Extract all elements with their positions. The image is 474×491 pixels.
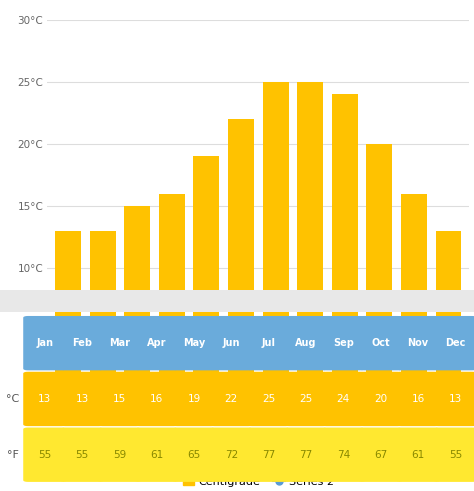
FancyBboxPatch shape bbox=[98, 372, 141, 426]
Text: 61: 61 bbox=[411, 450, 425, 460]
Bar bbox=[159, 194, 185, 393]
Text: 19: 19 bbox=[187, 394, 201, 404]
FancyBboxPatch shape bbox=[359, 316, 402, 370]
FancyBboxPatch shape bbox=[135, 372, 178, 426]
Text: 59: 59 bbox=[113, 450, 126, 460]
FancyBboxPatch shape bbox=[173, 428, 216, 482]
FancyBboxPatch shape bbox=[61, 372, 104, 426]
FancyBboxPatch shape bbox=[322, 316, 365, 370]
Bar bbox=[436, 231, 462, 393]
FancyBboxPatch shape bbox=[322, 372, 365, 426]
Text: 55: 55 bbox=[75, 450, 89, 460]
Text: 77: 77 bbox=[300, 450, 313, 460]
FancyBboxPatch shape bbox=[434, 428, 474, 482]
FancyBboxPatch shape bbox=[434, 372, 474, 426]
Text: 74: 74 bbox=[337, 450, 350, 460]
FancyBboxPatch shape bbox=[359, 372, 402, 426]
Text: 61: 61 bbox=[150, 450, 164, 460]
Text: 20: 20 bbox=[374, 394, 387, 404]
Bar bbox=[297, 82, 323, 393]
Text: Jan: Jan bbox=[36, 338, 53, 348]
FancyBboxPatch shape bbox=[434, 316, 474, 370]
Text: 15: 15 bbox=[113, 394, 126, 404]
Text: °F: °F bbox=[7, 450, 19, 460]
Bar bbox=[401, 194, 427, 393]
Text: Sep: Sep bbox=[333, 338, 354, 348]
FancyBboxPatch shape bbox=[284, 428, 328, 482]
Bar bbox=[263, 82, 289, 393]
Text: 25: 25 bbox=[262, 394, 275, 404]
Text: Apr: Apr bbox=[147, 338, 166, 348]
Text: Mar: Mar bbox=[109, 338, 130, 348]
FancyBboxPatch shape bbox=[322, 428, 365, 482]
Text: 16: 16 bbox=[411, 394, 425, 404]
FancyBboxPatch shape bbox=[247, 428, 290, 482]
Text: Nov: Nov bbox=[408, 338, 428, 348]
Bar bbox=[332, 94, 358, 393]
FancyBboxPatch shape bbox=[396, 428, 439, 482]
Bar bbox=[193, 157, 219, 393]
Bar bbox=[90, 231, 116, 393]
Text: 65: 65 bbox=[187, 450, 201, 460]
FancyBboxPatch shape bbox=[396, 316, 439, 370]
FancyBboxPatch shape bbox=[61, 316, 104, 370]
Text: 55: 55 bbox=[449, 450, 462, 460]
FancyBboxPatch shape bbox=[210, 428, 253, 482]
Text: May: May bbox=[183, 338, 205, 348]
Text: 13: 13 bbox=[38, 394, 51, 404]
FancyBboxPatch shape bbox=[284, 316, 328, 370]
Legend: Centigrade, Series 2: Centigrade, Series 2 bbox=[178, 473, 338, 491]
FancyBboxPatch shape bbox=[359, 428, 402, 482]
FancyBboxPatch shape bbox=[23, 428, 66, 482]
FancyBboxPatch shape bbox=[210, 372, 253, 426]
Text: Jun: Jun bbox=[223, 338, 240, 348]
Text: 72: 72 bbox=[225, 450, 238, 460]
FancyBboxPatch shape bbox=[210, 316, 253, 370]
Text: 55: 55 bbox=[38, 450, 51, 460]
Text: Feb: Feb bbox=[72, 338, 92, 348]
FancyBboxPatch shape bbox=[247, 316, 290, 370]
FancyBboxPatch shape bbox=[135, 316, 178, 370]
Text: Jul: Jul bbox=[262, 338, 276, 348]
Bar bbox=[124, 206, 150, 393]
Bar bbox=[228, 119, 254, 393]
FancyBboxPatch shape bbox=[284, 372, 328, 426]
FancyBboxPatch shape bbox=[135, 428, 178, 482]
FancyBboxPatch shape bbox=[173, 316, 216, 370]
FancyBboxPatch shape bbox=[396, 372, 439, 426]
Text: 16: 16 bbox=[150, 394, 164, 404]
Bar bbox=[366, 144, 392, 393]
FancyBboxPatch shape bbox=[23, 316, 66, 370]
Text: 77: 77 bbox=[262, 450, 275, 460]
FancyBboxPatch shape bbox=[61, 428, 104, 482]
Bar bbox=[55, 231, 81, 393]
Text: 25: 25 bbox=[300, 394, 313, 404]
Text: 24: 24 bbox=[337, 394, 350, 404]
Text: 13: 13 bbox=[75, 394, 89, 404]
FancyBboxPatch shape bbox=[98, 316, 141, 370]
FancyBboxPatch shape bbox=[173, 372, 216, 426]
Text: 22: 22 bbox=[225, 394, 238, 404]
Text: 13: 13 bbox=[449, 394, 462, 404]
Text: Oct: Oct bbox=[371, 338, 390, 348]
Text: 67: 67 bbox=[374, 450, 387, 460]
FancyBboxPatch shape bbox=[247, 372, 290, 426]
Text: Dec: Dec bbox=[445, 338, 465, 348]
Text: °C: °C bbox=[7, 394, 19, 404]
FancyBboxPatch shape bbox=[98, 428, 141, 482]
FancyBboxPatch shape bbox=[23, 372, 66, 426]
Text: Aug: Aug bbox=[295, 338, 317, 348]
